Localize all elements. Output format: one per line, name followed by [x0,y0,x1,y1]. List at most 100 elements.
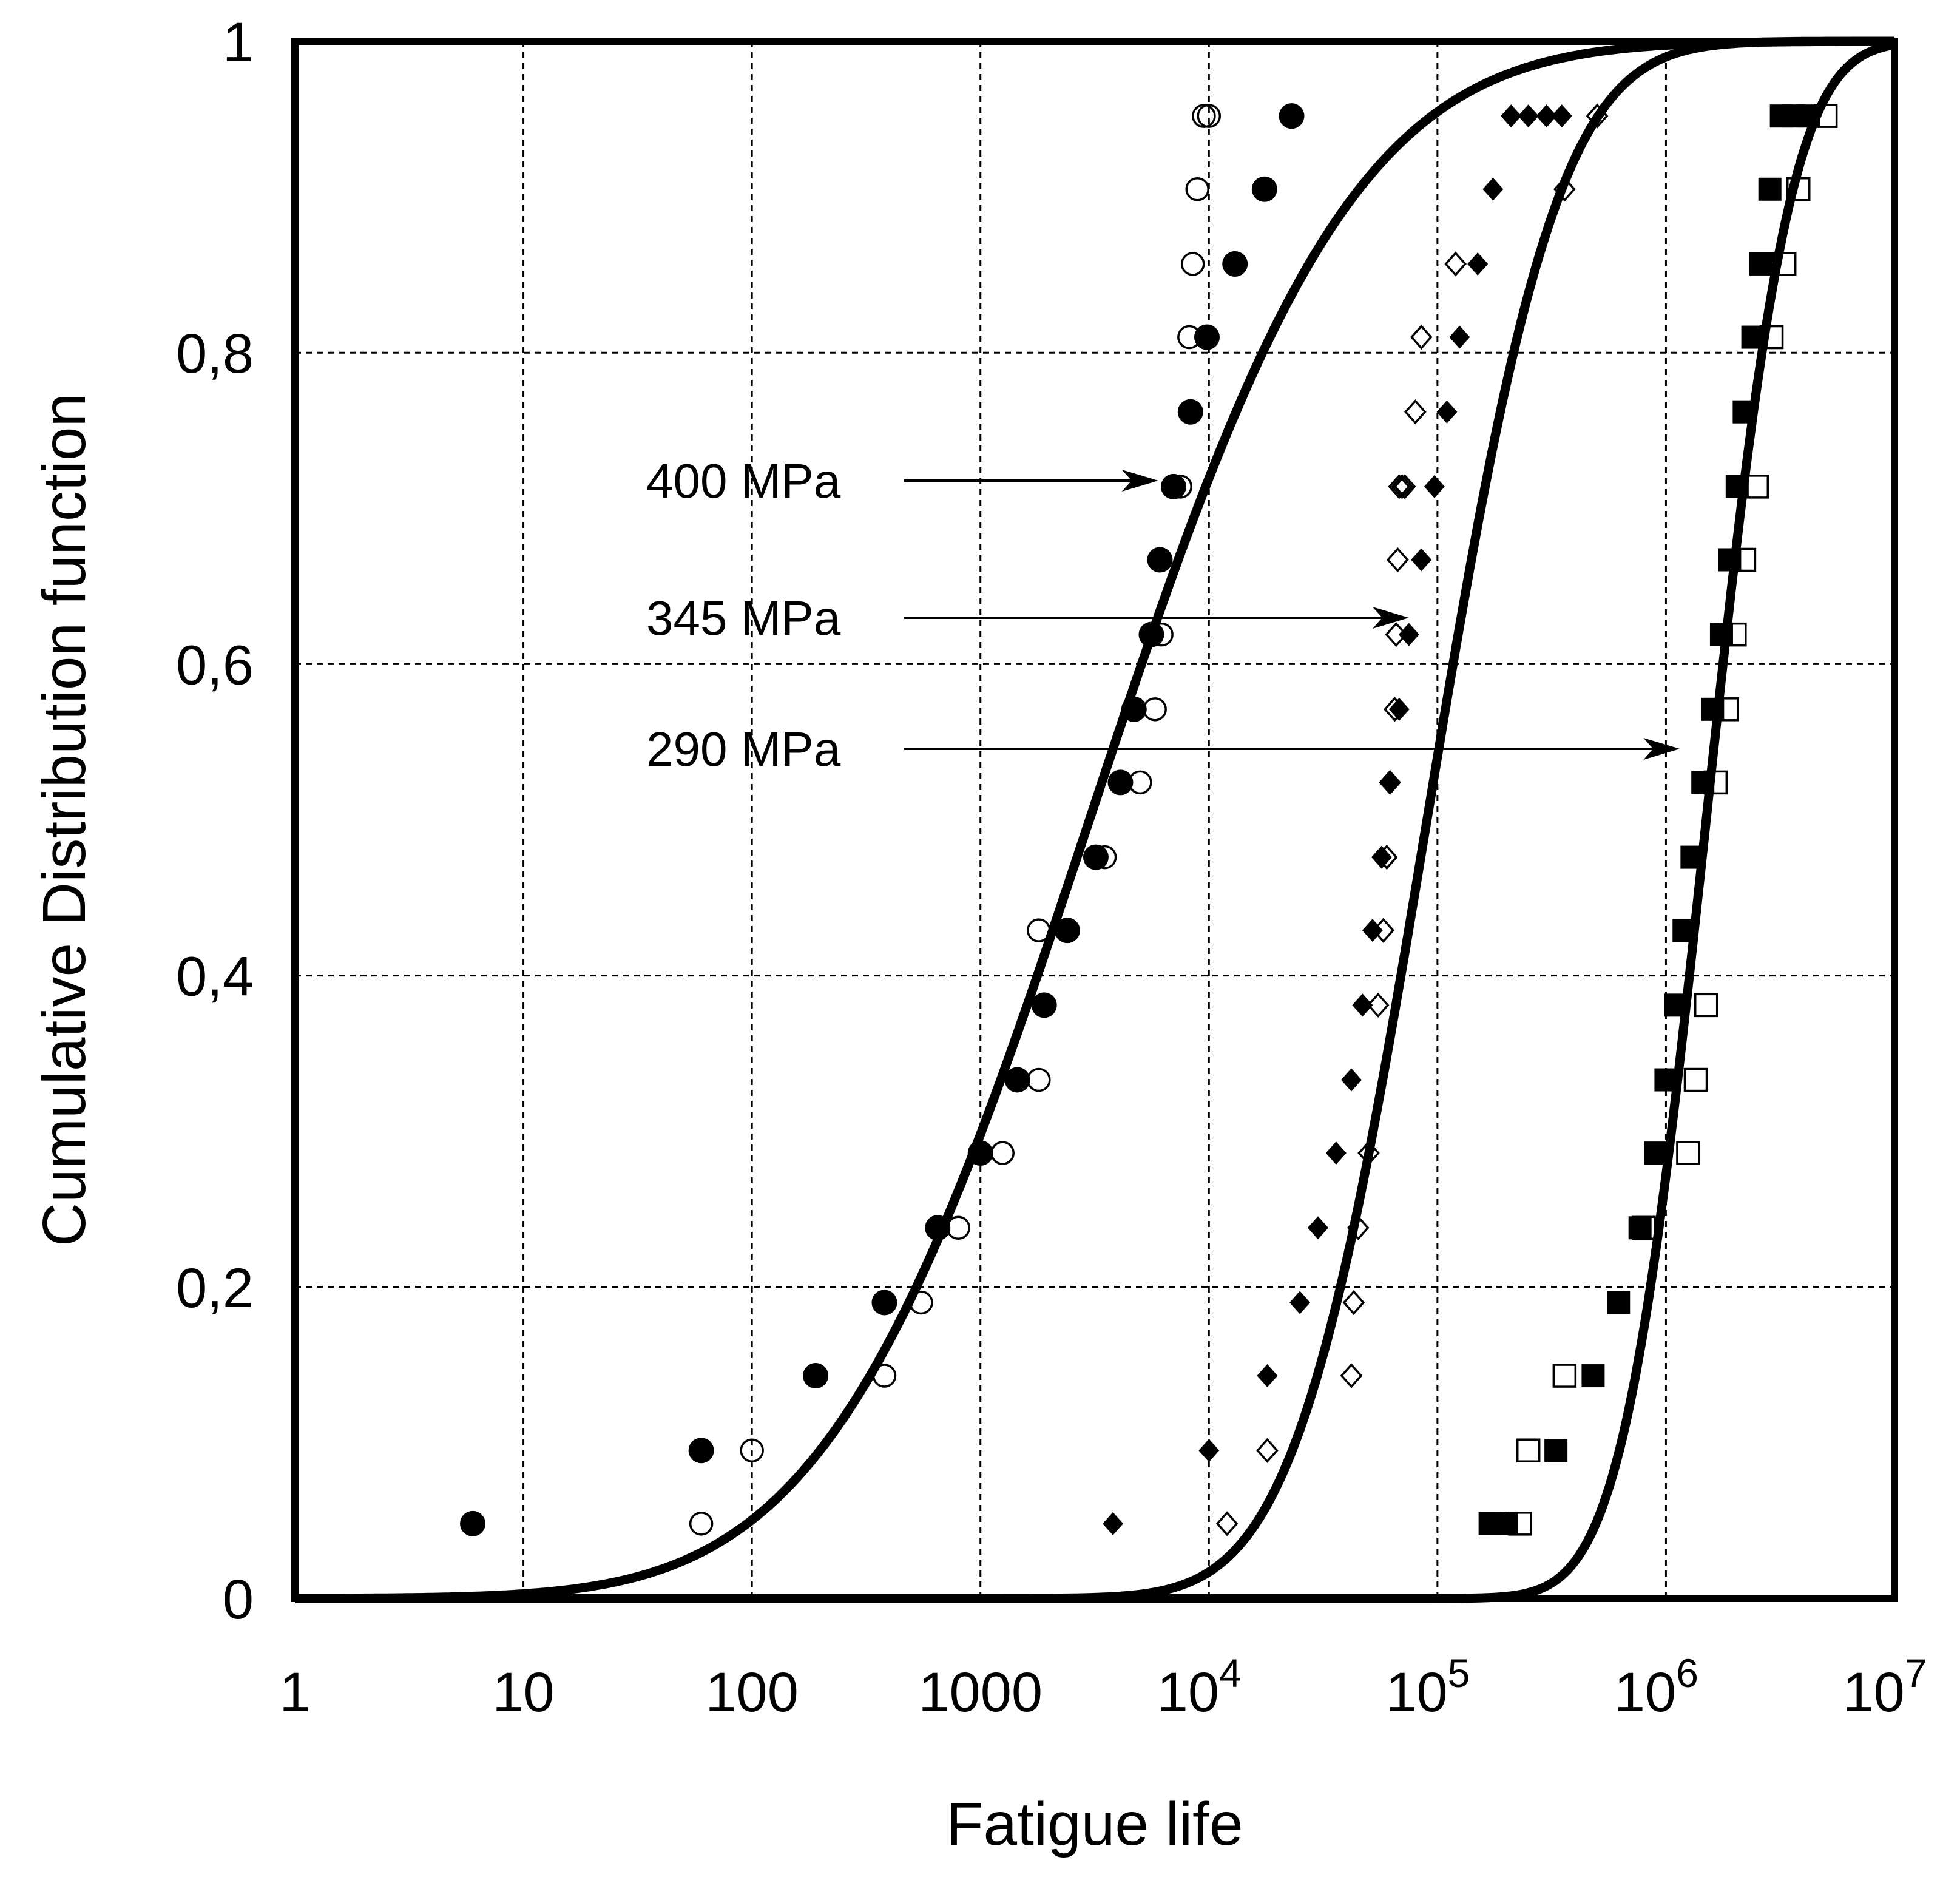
x-tick-label: 100 [705,1662,799,1723]
data-point-filled-diamond [1424,475,1445,498]
data-point-filled-diamond [1103,1512,1124,1535]
x-tick-label: 1000 [918,1662,1043,1723]
data-point-open-square [1772,252,1797,276]
data-point-filled-diamond [1501,104,1522,128]
data-point-filled-diamond [1289,1291,1311,1314]
data-point-filled-circle [1177,399,1203,425]
data-point-filled-diamond [1379,771,1401,794]
data-point-filled-circle [1107,769,1134,796]
data-point-filled-square [1691,771,1715,794]
data-point-filled-diamond [1398,623,1419,646]
data-point-open-square [1786,177,1811,201]
data-point-filled-square [1495,1512,1518,1535]
data-point-open-diamond [1388,474,1411,499]
data-point-filled-circle [803,1363,829,1389]
y-axis-title: Cumulative Distribution function [30,393,98,1246]
x-tick-exponent: 7 [1905,1651,1927,1695]
data-point-filled-diamond [1467,252,1489,276]
data-point-filled-diamond [1482,177,1504,201]
data-point-filled-circle [1251,176,1277,202]
x-tick-base: 10 [1614,1662,1676,1723]
annotation-arrow-head [1121,470,1158,492]
data-point-filled-circle [1222,251,1248,277]
data-point-filled-circle [1138,621,1164,647]
data-point-open-square [1683,1067,1708,1092]
data-point-open-square [1552,1364,1577,1388]
x-tick-exponent: 4 [1219,1651,1242,1695]
data-point-open-diamond [1444,251,1467,277]
y-tick-label: 0 [223,1569,254,1631]
data-point-filled-diamond [1536,104,1557,128]
plot-frame [291,38,1898,1602]
annotation-arrow-head [1643,738,1680,760]
data-point-filled-circle [871,1290,897,1316]
data-point-filled-square [1654,1068,1678,1092]
x-tick-base: 10 [1157,1662,1219,1723]
data-point-filled-diamond [1371,845,1392,869]
annotations: 400 MPa 345 MPa 290 MPa [646,454,1680,776]
data-point-filled-diamond [1518,104,1539,128]
data-point-filled-diamond [1551,104,1572,128]
x-tick-label: 106 [1614,1651,1698,1723]
data-point-open-circle [909,1290,933,1315]
x-tick-base: 10 [1842,1662,1904,1723]
annotation-label: 290 MPa [646,722,841,776]
data-point-open-circle [740,1438,764,1462]
data-point-filled-diamond [1257,1364,1278,1388]
data-point-filled-circle [688,1438,714,1464]
data-point-open-circle [1185,177,1209,201]
y-tick-label: 0,4 [176,946,254,1008]
data-point-filled-diamond [1411,548,1432,572]
x-tick-base: 10 [1385,1662,1447,1723]
data-point-filled-diamond [1449,325,1470,349]
data-point-filled-square [1732,400,1756,424]
data-point-filled-diamond [1307,1216,1328,1240]
data-point-filled-diamond [1362,919,1383,942]
data-point-open-circle [1197,104,1222,128]
data-point-open-diamond [1404,399,1427,425]
data-point-filled-diamond [1198,1439,1220,1462]
grid-lines [295,41,1894,1598]
data-point-filled-square [1664,993,1688,1017]
data-point-open-diamond [1586,103,1609,129]
data-point-open-diamond [1256,1438,1279,1463]
data-point-open-diamond [1215,1511,1239,1536]
data-point-filled-circle [1121,696,1147,722]
data-point-filled-diamond [1436,400,1458,424]
data-point-open-square [1516,1438,1541,1462]
data-point-filled-square [1544,1439,1568,1462]
data-point-filled-square [1680,845,1704,869]
fit-curve [293,36,1896,1603]
data-point-filled-diamond [1325,1141,1347,1165]
data-points [460,103,1838,1536]
data-point-open-diamond [1393,474,1416,499]
data-point-filled-square [1672,919,1696,942]
annotation-label: 400 MPa [646,454,841,508]
y-tick-label: 0,2 [176,1257,254,1319]
y-tick-label: 1 [223,12,254,73]
x-tick-label: 107 [1842,1651,1927,1723]
data-point-filled-circle [460,1510,486,1536]
data-point-open-diamond [1387,547,1409,573]
data-point-filled-circle [1147,547,1173,573]
x-tick-labels: 1 10 100 1000 104 105 106 107 [279,1651,1927,1723]
data-point-filled-diamond [1352,993,1373,1017]
data-point-filled-square [1701,697,1725,721]
data-point-filled-diamond [1340,1068,1362,1092]
x-tick-exponent: 6 [1676,1651,1698,1695]
data-point-filled-square [1749,252,1772,276]
data-point-open-circle [689,1512,714,1536]
data-point-filled-circle [1160,473,1186,499]
data-point-open-diamond [1391,474,1413,499]
x-tick-label: 105 [1385,1651,1470,1723]
data-point-filled-circle [1194,324,1220,350]
data-point-open-diamond [1347,1215,1370,1240]
data-point-filled-square [1709,623,1733,646]
y-tick-label: 0,6 [176,634,254,696]
data-point-filled-square [1725,475,1749,498]
x-axis-title: Fatigue life [946,1790,1243,1858]
data-point-filled-square [1741,325,1765,349]
data-point-filled-square [1607,1291,1631,1314]
data-point-open-circle [872,1364,897,1388]
